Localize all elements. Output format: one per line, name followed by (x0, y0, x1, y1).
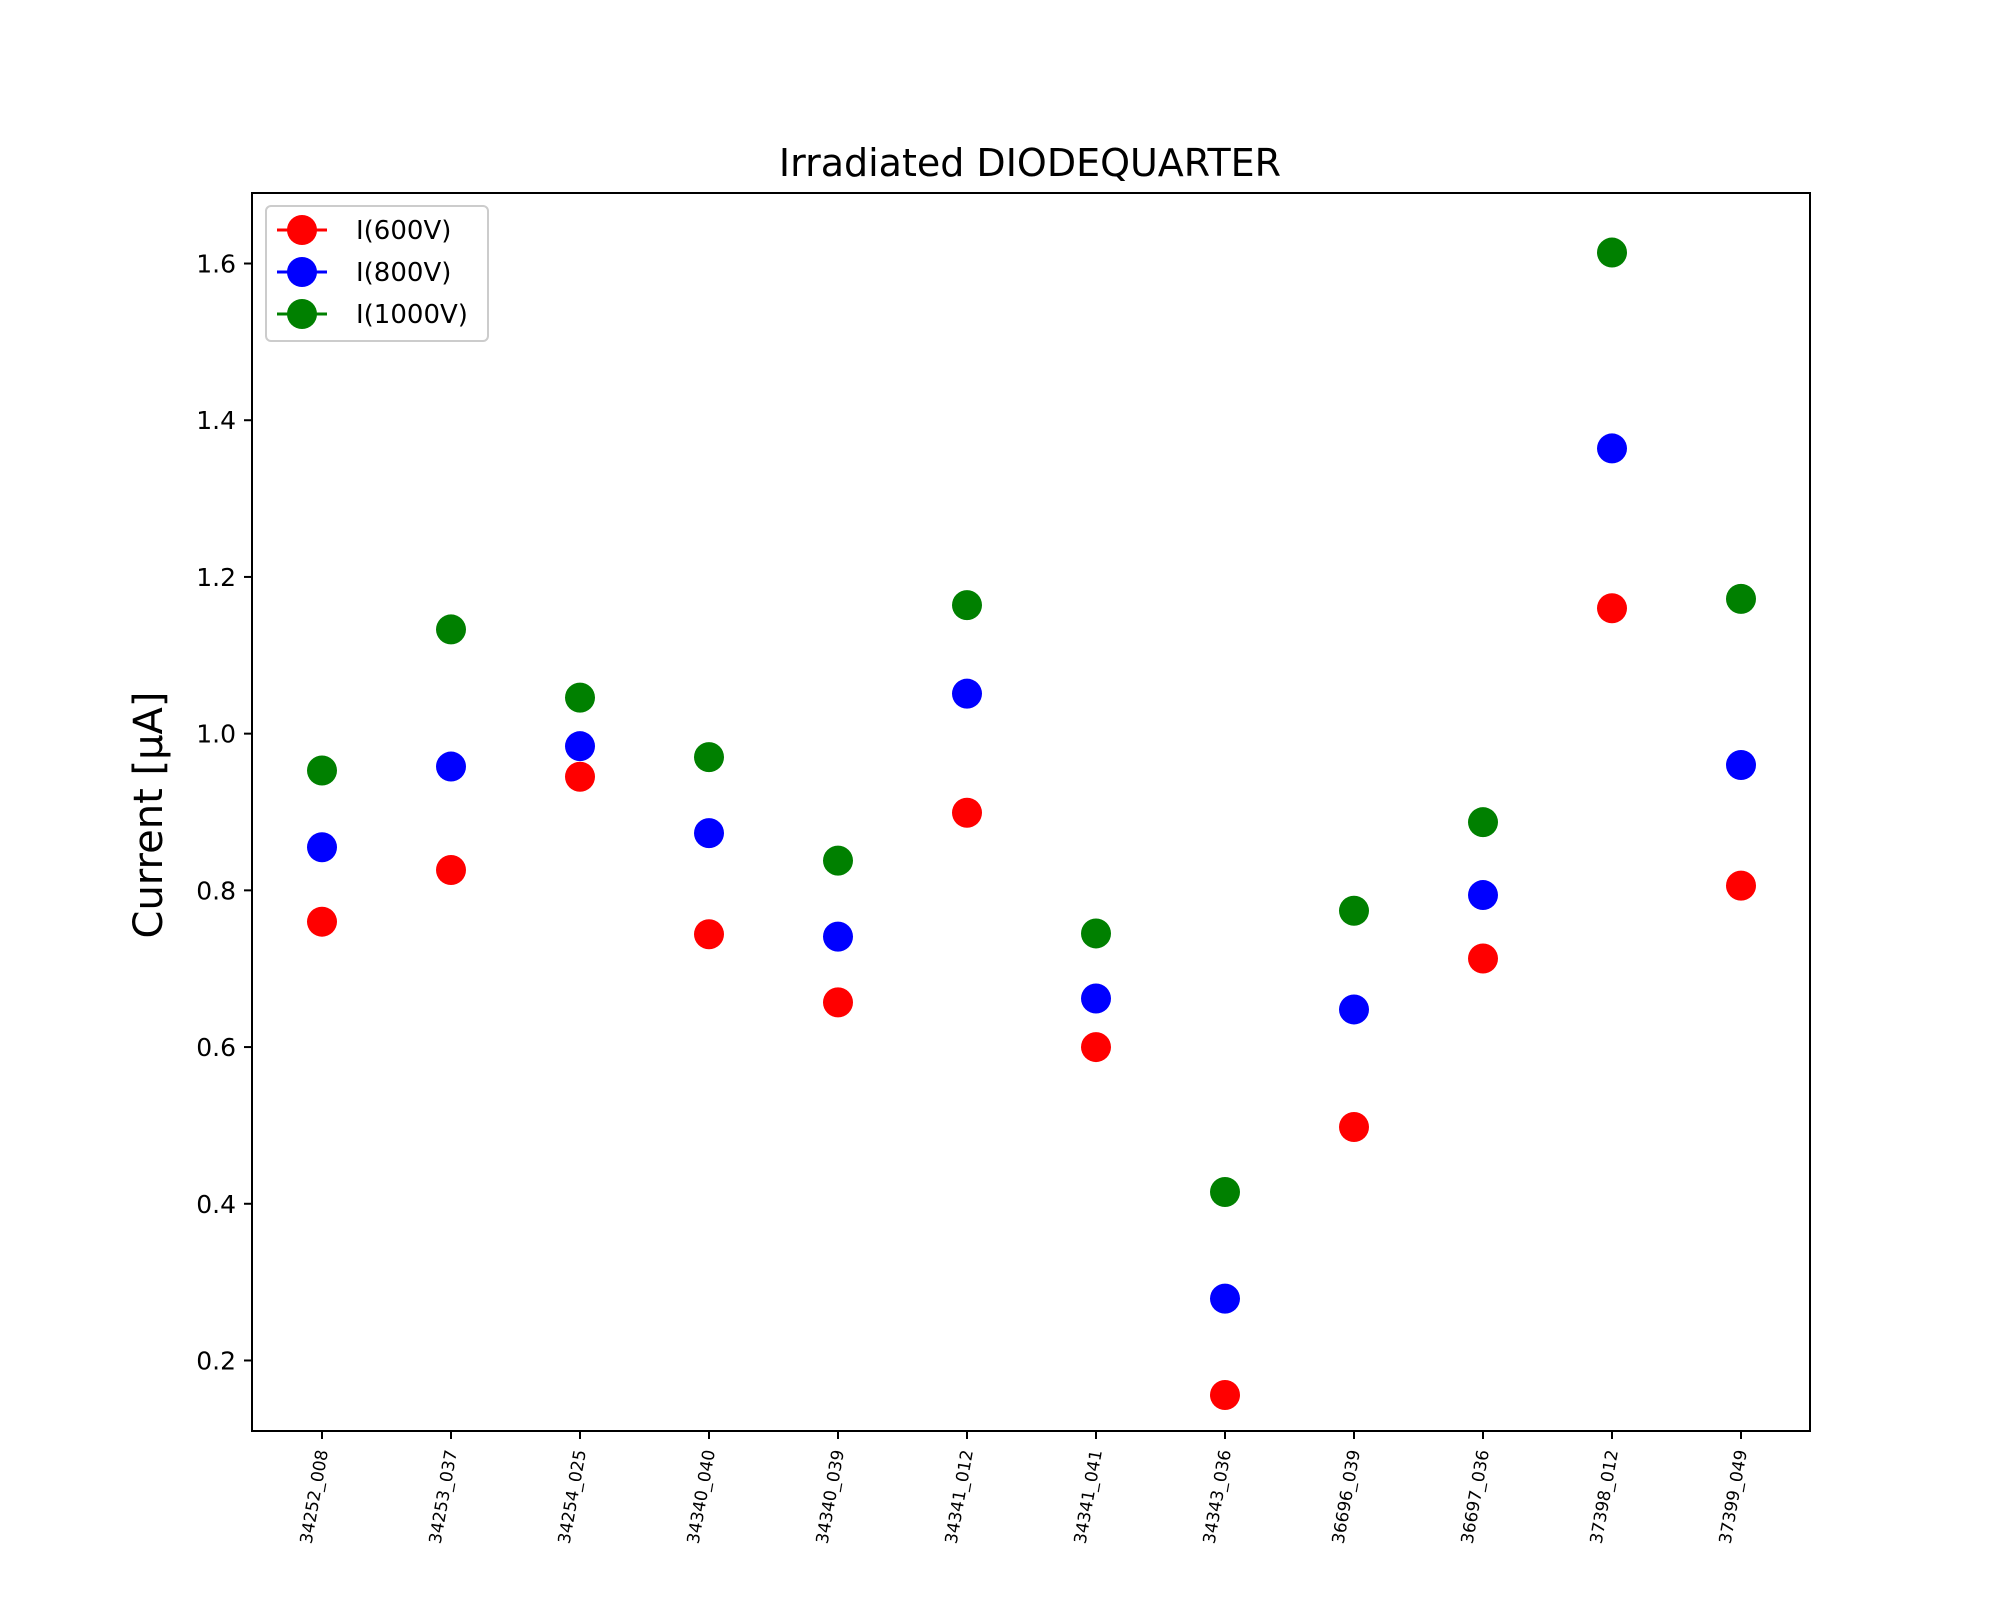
data-point (1339, 1111, 1369, 1142)
x-tick-label: 34340_040 (684, 1448, 720, 1545)
x-tick-label: 37398_012 (1587, 1448, 1623, 1545)
data-point (952, 678, 982, 709)
data-point (1597, 433, 1627, 464)
legend-box (265, 205, 489, 342)
y-tick-label: 0.6 (196, 1033, 236, 1062)
x-tick-label: 37399_049 (1716, 1448, 1752, 1545)
data-point (565, 761, 595, 792)
legend: I(600V) I(800V) I(1000V) (265, 205, 489, 342)
data-point (307, 755, 337, 786)
data-point (565, 682, 595, 713)
legend-marker (287, 299, 317, 329)
plot-frame (251, 192, 1811, 1432)
data-point (694, 919, 724, 950)
data-point (1726, 583, 1756, 614)
data-point (1081, 918, 1111, 949)
data-point (1081, 1032, 1111, 1063)
data-point (1210, 1177, 1240, 1208)
data-point (952, 797, 982, 828)
legend-label: I(600V) (356, 216, 451, 246)
y-tick-label: 1.4 (196, 406, 236, 435)
data-point (1210, 1379, 1240, 1410)
x-tick-label: 34341_012 (942, 1448, 978, 1545)
y-tick-label: 1.2 (196, 563, 236, 592)
data-point (1210, 1283, 1240, 1314)
legend-label: I(1000V) (356, 300, 468, 330)
data-point (1081, 983, 1111, 1014)
data-point (1726, 749, 1756, 780)
x-tick-label: 34340_039 (813, 1448, 849, 1545)
y-tick-label: 0.4 (196, 1190, 236, 1219)
data-point (1597, 593, 1627, 624)
data-point (565, 731, 595, 762)
data-point (307, 906, 337, 937)
data-point (1339, 895, 1369, 926)
data-point (436, 854, 466, 885)
data-point (694, 818, 724, 849)
y-tick-label: 1.0 (196, 720, 236, 749)
x-tick-label: 36696_039 (1329, 1448, 1365, 1545)
legend-label: I(800V) (356, 258, 451, 288)
x-tick-label: 34254_025 (555, 1448, 591, 1545)
data-point (823, 921, 853, 952)
x-tick-label: 34343_036 (1200, 1448, 1236, 1545)
legend-marker (287, 257, 317, 287)
y-tick-label: 1.6 (196, 250, 236, 279)
data-point (823, 845, 853, 876)
x-tick-label: 34252_008 (297, 1448, 333, 1545)
x-axis: 34252_008 34253_037 34254_025 34340_040 3434… (297, 1431, 1752, 1545)
x-tick-label: 34341_041 (1071, 1448, 1107, 1545)
data-point (307, 832, 337, 863)
data-point (1726, 870, 1756, 901)
plot-area (307, 237, 1756, 1410)
y-tick-label: 0.8 (196, 876, 236, 905)
data-point (436, 751, 466, 782)
x-tick-label: 34253_037 (426, 1448, 462, 1545)
data-point (694, 742, 724, 773)
legend-marker (287, 215, 317, 245)
data-point (1597, 237, 1627, 268)
x-tick-label: 36697_036 (1458, 1448, 1494, 1545)
data-point (1468, 943, 1498, 974)
data-point (1339, 994, 1369, 1025)
data-point (436, 614, 466, 645)
y-tick-label: 0.2 (196, 1346, 236, 1375)
data-point (952, 590, 982, 621)
data-point (823, 987, 853, 1018)
y-axis: 0.2 0.4 0.6 0.8 1.0 1.2 1.4 1.6 (196, 250, 252, 1375)
chart-title: Irradiated DIODEQUARTER (779, 141, 1281, 185)
data-point (1468, 807, 1498, 838)
y-axis-label: Current [μA] (126, 692, 172, 939)
data-point (1468, 880, 1498, 911)
